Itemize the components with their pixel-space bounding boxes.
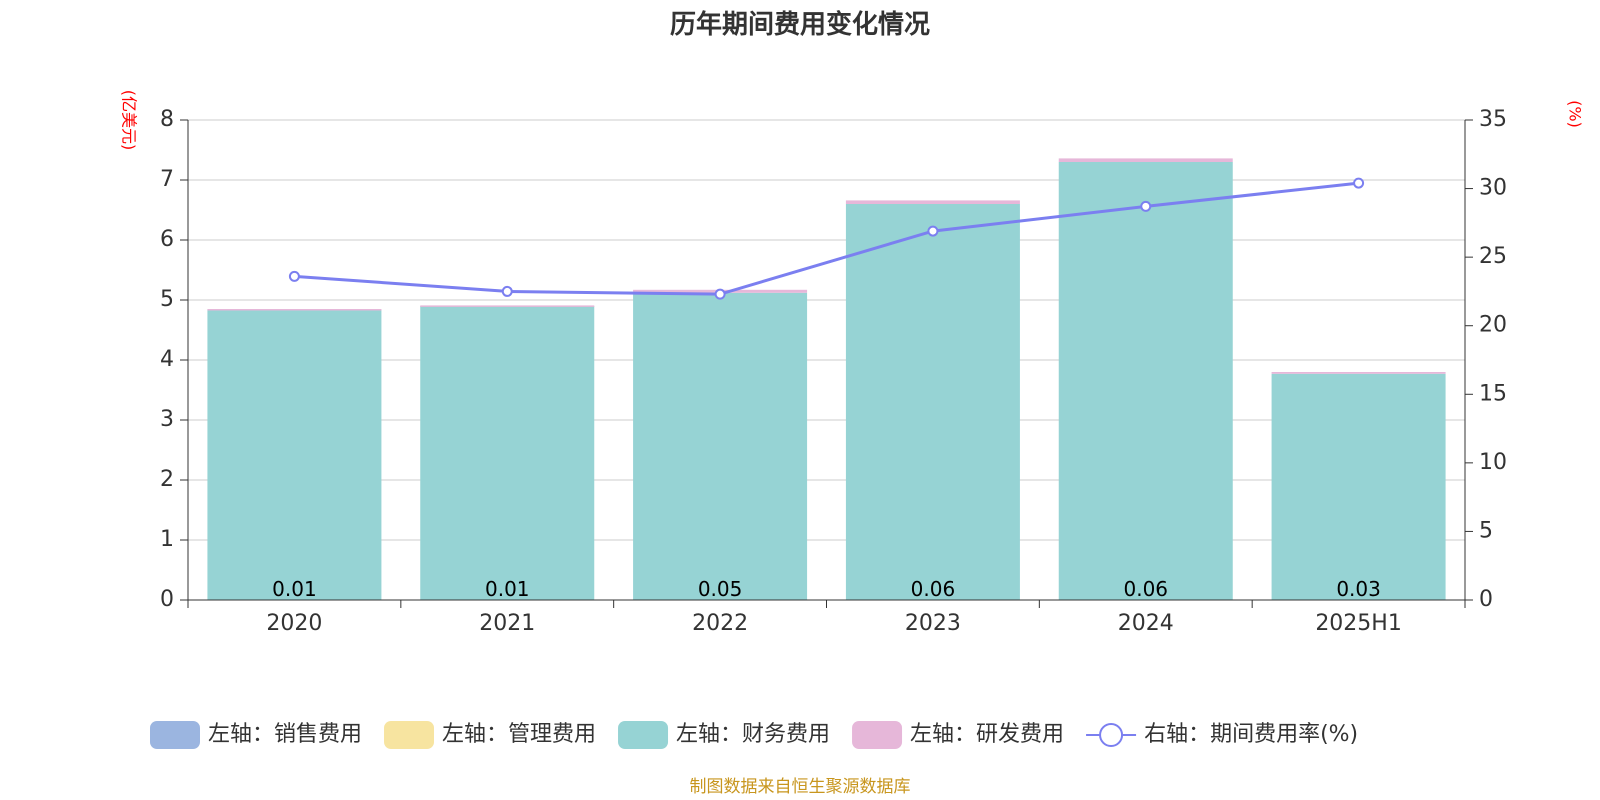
- x-tick-label: 2022: [692, 611, 748, 636]
- legend[interactable]: 左轴：销售费用 左轴：管理费用 左轴：财务费用 左轴：研发费用 右轴：期间费用率(%): [150, 721, 1358, 749]
- legend-label: 左轴：财务费用: [676, 722, 830, 747]
- data-labels: 0.01 0.01 0.05 0.06 0.06 0.03: [272, 577, 1381, 601]
- bar-左轴：研发费用-2021: [420, 305, 595, 307]
- left-tick-label: 6: [160, 227, 174, 252]
- legend-label: 右轴：期间费用率(%): [1144, 722, 1358, 747]
- source-note: 制图数据来自恒生聚源数据库: [690, 777, 911, 797]
- bar-左轴：财务费用-2020: [207, 309, 382, 600]
- bar-左轴：研发费用-2024: [1058, 158, 1233, 162]
- grid-lines: [188, 119, 1465, 601]
- x-tick-label: 2020: [266, 611, 322, 636]
- right-tick-label: 0: [1479, 587, 1493, 612]
- right-tick-label: 20: [1479, 313, 1507, 338]
- chart-title: 历年期间费用变化情况: [670, 9, 930, 40]
- legend-label: 左轴：研发费用: [910, 722, 1064, 747]
- legend-marker: [1099, 723, 1124, 747]
- legend-item[interactable]: 右轴：期间费用率(%): [1086, 722, 1358, 747]
- rate-point: [1140, 200, 1152, 212]
- rate-point: [927, 225, 939, 237]
- bar-左轴：财务费用-2023: [845, 204, 1020, 600]
- x-tick-label: 2025H1: [1315, 611, 1402, 636]
- bar-左轴：财务费用-2025H1: [1271, 373, 1446, 600]
- legend-swatch: [384, 721, 435, 749]
- left-tick-label: 1: [160, 527, 174, 552]
- bar-左轴：财务费用-2022: [633, 292, 808, 600]
- right-axis-unit: (%): [1566, 100, 1585, 128]
- data-label: 0.01: [272, 577, 317, 601]
- right-tick-label: 35: [1479, 107, 1507, 132]
- right-tick-label: 5: [1479, 518, 1493, 543]
- legend-swatch: [618, 721, 669, 749]
- data-label: 0.06: [1123, 577, 1168, 601]
- data-label: 0.01: [485, 577, 530, 601]
- legend-swatch: [150, 721, 200, 749]
- left-tick-label: 5: [160, 287, 174, 312]
- rate-line: [288, 177, 1365, 300]
- rate-point: [288, 270, 300, 282]
- legend-swatch: [852, 721, 903, 749]
- bar-左轴：财务费用-2021: [420, 306, 595, 600]
- right-tick-label: 15: [1479, 381, 1507, 406]
- bars: [207, 158, 1446, 600]
- data-label: 0.05: [698, 577, 743, 601]
- legend-item[interactable]: 左轴：管理费用: [384, 721, 596, 749]
- left-tick-label: 7: [160, 167, 174, 192]
- left-tick-label: 4: [160, 347, 174, 372]
- left-tick-label: 8: [160, 107, 174, 132]
- legend-item[interactable]: 左轴：研发费用: [852, 721, 1064, 749]
- legend-label: 左轴：销售费用: [208, 722, 362, 747]
- rate-point: [714, 288, 726, 300]
- left-axis-unit: (亿美元): [120, 90, 139, 151]
- x-tick-label: 2024: [1118, 611, 1174, 636]
- data-label: 0.03: [1336, 577, 1381, 601]
- x-tick-label: 2023: [905, 611, 961, 636]
- bar-左轴：研发费用-2020: [207, 309, 382, 311]
- rate-point: [1353, 177, 1365, 189]
- left-tick-label: 0: [160, 587, 174, 612]
- bar-左轴：财务费用-2024: [1058, 162, 1233, 600]
- legend-item[interactable]: 左轴：销售费用: [150, 721, 362, 749]
- bar-左轴：研发费用-2023: [845, 200, 1020, 204]
- left-tick-label: 2: [160, 467, 174, 492]
- rate-line-path: [294, 181, 1359, 296]
- right-tick-label: 25: [1479, 244, 1507, 269]
- data-label: 0.06: [911, 577, 956, 601]
- legend-item[interactable]: 左轴：财务费用: [618, 721, 830, 749]
- legend-label: 左轴：管理费用: [442, 722, 596, 747]
- right-tick-label: 30: [1479, 176, 1507, 201]
- x-tick-label: 2021: [479, 611, 535, 636]
- rate-point: [501, 285, 513, 297]
- right-tick-label: 10: [1479, 450, 1507, 475]
- axes: 0 1 2 3 4 5 6 7 8 0 5 10 15 20 25 30 35 2020 2021 2022 2023 2…: [160, 107, 1507, 636]
- left-tick-label: 3: [160, 407, 174, 432]
- bar-左轴：研发费用-2025H1: [1271, 372, 1446, 374]
